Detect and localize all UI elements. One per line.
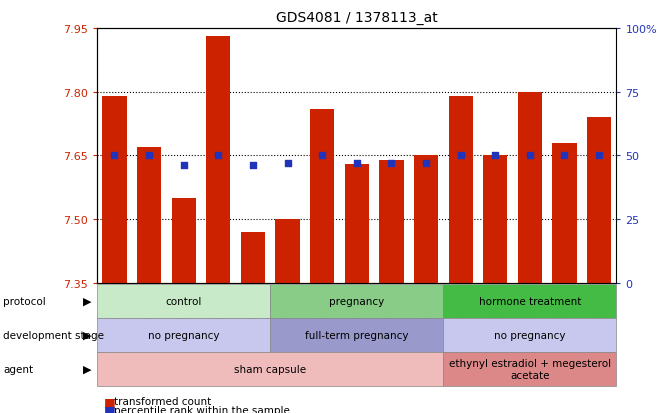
- Text: pregnancy: pregnancy: [329, 296, 385, 306]
- Text: development stage: development stage: [3, 330, 105, 340]
- Bar: [344, 164, 369, 283]
- Text: agent: agent: [3, 364, 34, 374]
- Text: hormone treatment: hormone treatment: [478, 296, 581, 306]
- Point: [282, 160, 293, 167]
- Bar: [103, 97, 127, 283]
- Point: [178, 163, 189, 169]
- Point: [143, 152, 154, 159]
- Text: sham capsule: sham capsule: [234, 364, 306, 374]
- Text: full-term pregnancy: full-term pregnancy: [305, 330, 409, 340]
- Point: [421, 160, 431, 167]
- Text: ■: ■: [104, 395, 116, 408]
- Text: ■: ■: [104, 403, 116, 413]
- Bar: [483, 156, 507, 283]
- Text: ethynyl estradiol + megesterol
acetate: ethynyl estradiol + megesterol acetate: [449, 358, 611, 380]
- Text: ▶: ▶: [83, 330, 91, 340]
- Bar: [448, 97, 473, 283]
- Point: [386, 160, 397, 167]
- Bar: [206, 38, 230, 283]
- Point: [559, 152, 570, 159]
- Text: no pregnancy: no pregnancy: [494, 330, 565, 340]
- Text: control: control: [165, 296, 202, 306]
- Point: [248, 163, 259, 169]
- Point: [525, 152, 535, 159]
- Point: [456, 152, 466, 159]
- Bar: [379, 160, 403, 283]
- Text: no pregnancy: no pregnancy: [148, 330, 220, 340]
- Text: protocol: protocol: [3, 296, 46, 306]
- Bar: [172, 198, 196, 283]
- Point: [109, 152, 120, 159]
- Bar: [275, 219, 299, 283]
- Point: [490, 152, 500, 159]
- Bar: [518, 93, 542, 283]
- Bar: [587, 118, 611, 283]
- Text: ▶: ▶: [83, 296, 91, 306]
- Bar: [137, 147, 161, 283]
- Bar: [241, 232, 265, 283]
- Text: transformed count: transformed count: [114, 396, 211, 406]
- Point: [317, 152, 328, 159]
- Bar: [310, 109, 334, 283]
- Title: GDS4081 / 1378113_at: GDS4081 / 1378113_at: [276, 11, 438, 25]
- Bar: [414, 156, 438, 283]
- Text: percentile rank within the sample: percentile rank within the sample: [114, 405, 289, 413]
- Text: ▶: ▶: [83, 364, 91, 374]
- Point: [351, 160, 362, 167]
- Bar: [552, 143, 577, 283]
- Point: [594, 152, 604, 159]
- Point: [213, 152, 224, 159]
